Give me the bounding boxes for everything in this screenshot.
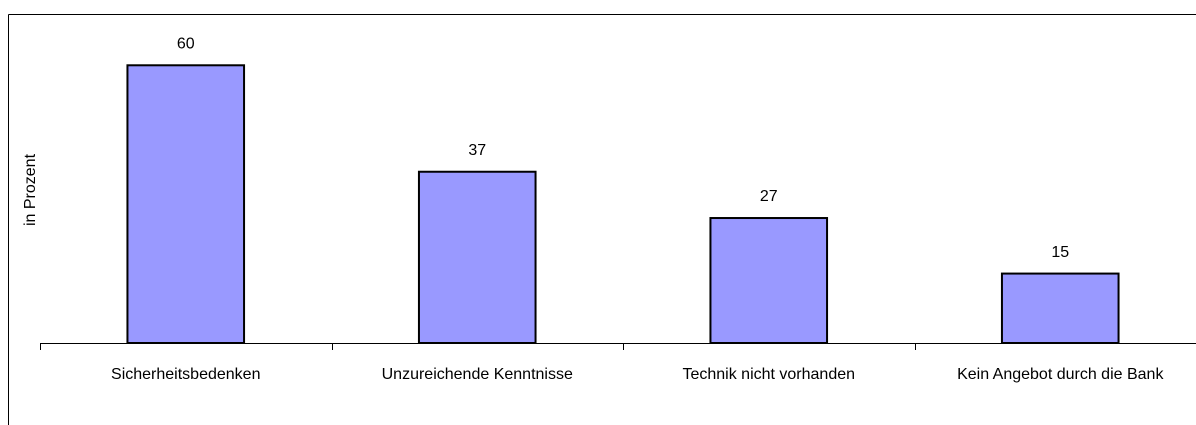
bar (126, 64, 246, 345)
bar (417, 170, 537, 344)
value-label: 15 (1051, 244, 1069, 261)
x-tick-label: Sicherheitsbedenken (111, 366, 260, 383)
y-axis-label: in Prozent (22, 153, 39, 226)
x-tick-label: Kein Angebot durch die Bank (957, 366, 1164, 383)
bar (1000, 272, 1120, 345)
value-label: 27 (760, 188, 778, 205)
x-tick-label: Unzureichende Kenntnisse (382, 366, 573, 383)
value-label: 37 (468, 142, 486, 159)
x-tick-label: Technik nicht vorhanden (682, 366, 855, 383)
value-label: 60 (177, 36, 195, 53)
bar (709, 217, 829, 344)
